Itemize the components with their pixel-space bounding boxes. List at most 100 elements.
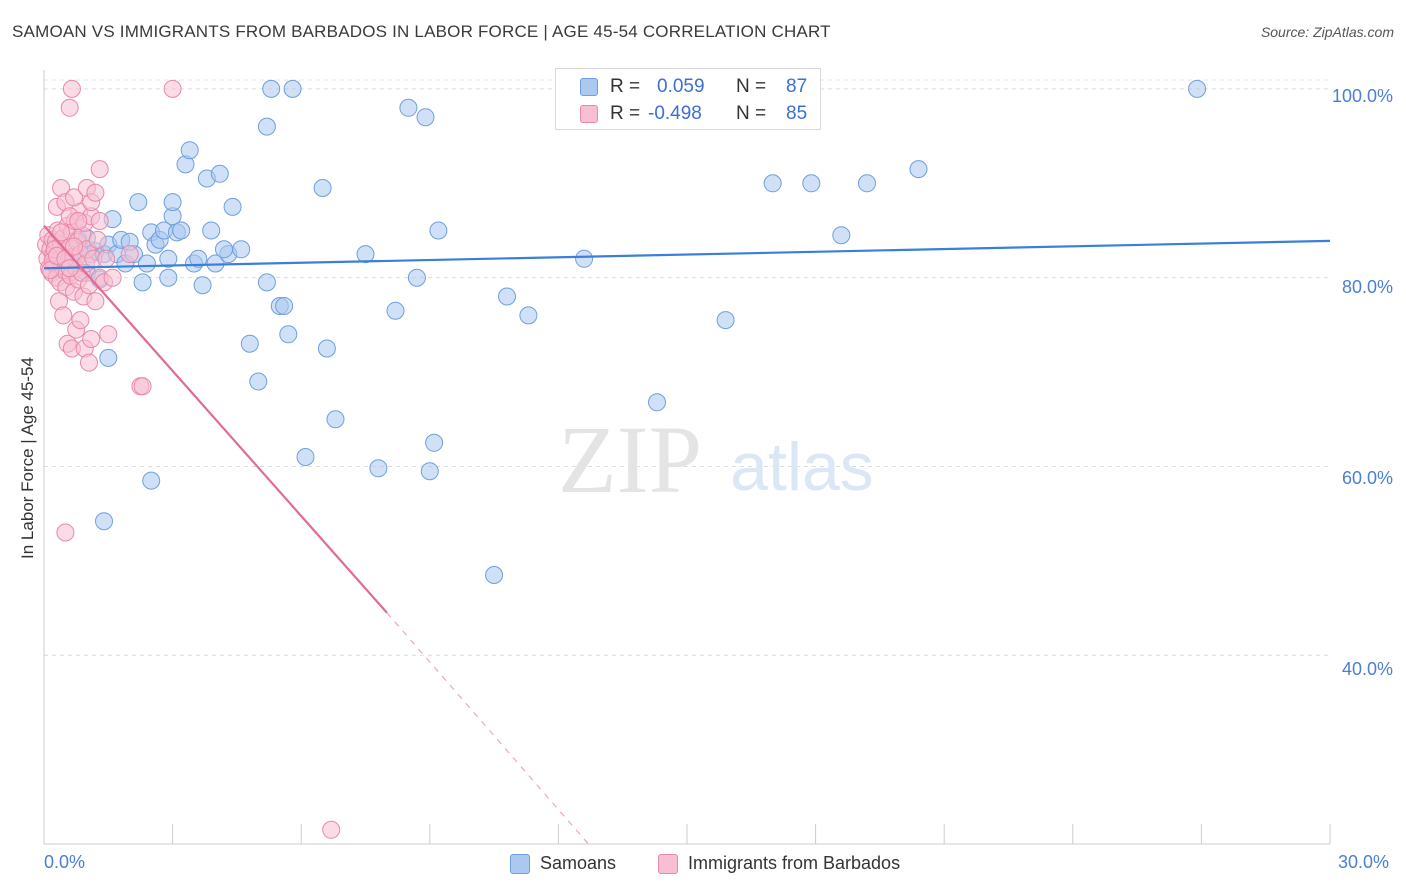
y-tick-label: 100.0% [1331, 86, 1393, 106]
barbados-point [80, 353, 98, 372]
samoans-point [180, 141, 199, 160]
barbados-point [86, 183, 105, 202]
samoans-point [858, 174, 876, 193]
watermark-atlas: atlas [730, 429, 874, 505]
barbados-point [90, 212, 109, 230]
samoans-point [142, 471, 161, 490]
y-tick-label: 80.0% [1341, 277, 1393, 297]
correlation-legend: R = 0.059 N = 87 R = -0.498 N = 85 [555, 68, 821, 130]
legend-r-value: 0.059 [657, 76, 705, 97]
samoans-point [133, 273, 152, 292]
barbados-point [133, 377, 152, 396]
watermark-zip: ZIP [558, 406, 702, 513]
barbados-point [71, 311, 90, 330]
samoans-point [210, 164, 229, 183]
samoans-point [279, 325, 298, 344]
chart-source: Source: ZipAtlas.com [1260, 24, 1394, 40]
y-tick-label: 60.0% [1341, 468, 1393, 488]
samoans-point [575, 249, 594, 268]
barbados-point [60, 98, 79, 117]
samoans-point [159, 249, 178, 268]
legend-r-value: -0.498 [648, 103, 702, 124]
samoans-point [137, 254, 156, 273]
samoans-point [296, 448, 315, 466]
barbados-point [62, 79, 81, 98]
barbados-point [103, 268, 122, 287]
samoans-point [262, 79, 281, 98]
samoans-point [172, 221, 191, 240]
samoans-point [1188, 79, 1207, 98]
samoans-point [189, 249, 208, 268]
samoans-point [425, 433, 444, 452]
bottom-legend-label-barbados: Immigrants from Barbados [688, 853, 901, 873]
samoans-point [485, 566, 504, 584]
bottom-legend-swatch-barbados [658, 854, 678, 874]
samoans-point [99, 348, 118, 367]
legend-n-label: N = [736, 76, 767, 97]
watermark: ZIP atlas [558, 406, 874, 513]
samoans-point [129, 193, 148, 212]
gridlines [44, 79, 1330, 656]
bottom-legend-barbados: Immigrants from Barbados [658, 852, 958, 876]
samoans-point [399, 98, 418, 117]
barbados-trendline [43, 225, 388, 614]
samoans-point [193, 276, 212, 295]
legend-n-value: 87 [786, 76, 808, 97]
barbados-point [120, 245, 139, 264]
samoans-point [223, 197, 242, 216]
samoans-point [240, 334, 259, 353]
samoans-point [909, 160, 928, 179]
barbados-point [90, 160, 109, 179]
barbados-point [82, 330, 101, 348]
samoans-point [249, 372, 268, 391]
samoans-trendline [43, 239, 1331, 270]
samoans-point [407, 268, 426, 287]
barbados-point [97, 249, 116, 268]
samoans-point [356, 245, 375, 264]
x-tick-label-min: 0.0% [44, 852, 86, 872]
axes [43, 70, 1331, 845]
samoans-point [283, 79, 302, 98]
barbados-point [52, 223, 71, 242]
bottom-legend-samoans: Samoans [510, 852, 650, 876]
samoans-point [763, 174, 782, 193]
barbados-point [163, 79, 182, 98]
samoans-point [257, 117, 276, 136]
samoans-point [159, 268, 178, 287]
samoans-point [163, 193, 182, 212]
samoans-point [313, 179, 332, 197]
samoans-point [420, 462, 439, 481]
series-barbados [37, 79, 341, 839]
samoans-point [275, 297, 294, 315]
samoans-point [232, 240, 251, 259]
samoans-point [648, 393, 666, 412]
trendlines [43, 225, 1331, 845]
barbados-point [86, 292, 105, 311]
bottom-legend-label-samoans: Samoans [540, 853, 617, 873]
x-tick-label-max: 30.0% [1338, 852, 1390, 872]
legend-r-label: R = [610, 103, 641, 124]
barbados-point [88, 230, 107, 249]
bottom-legend-swatch-samoans [510, 854, 530, 874]
samoans-point [317, 339, 336, 358]
barbados-point [56, 523, 75, 542]
legend-n-value: 85 [786, 103, 808, 124]
barbados-point [54, 306, 73, 325]
barbados-point [99, 325, 118, 344]
samoans-point [215, 240, 233, 259]
barbados-trendline-extension [386, 612, 589, 845]
samoans-point [326, 410, 345, 429]
samoans-point [202, 221, 221, 240]
samoans-point [416, 108, 435, 127]
legend-swatch-barbados [580, 105, 598, 123]
samoans-point [498, 287, 516, 306]
y-tick-label: 40.0% [1341, 659, 1393, 679]
barbados-point [65, 237, 83, 256]
samoans-point [802, 174, 821, 193]
samoans-point [369, 459, 388, 478]
samoans-point [519, 306, 538, 325]
barbados-point [69, 212, 88, 230]
legend-n-label: N = [736, 103, 767, 124]
samoans-point [257, 273, 276, 292]
